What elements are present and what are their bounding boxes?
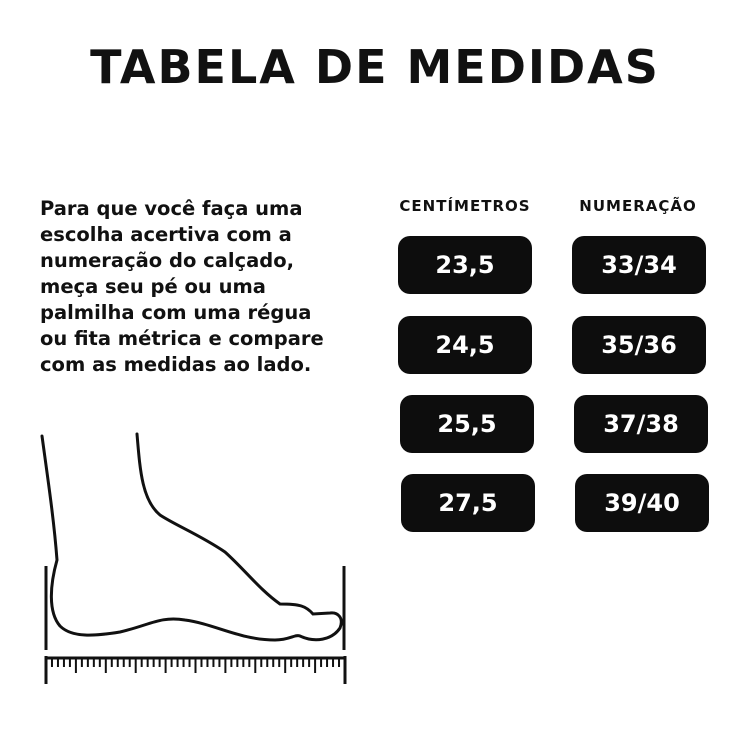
cm-cell: 24,5 [398,316,532,374]
cm-cell: 27,5 [401,474,535,532]
instructions-line: meça seu pé ou uma [40,275,266,298]
instructions-line: com as medidas ao lado. [40,353,312,376]
instructions-text: Para que você faça uma escolha acertiva … [40,196,370,378]
ruler-icon [44,656,347,684]
instructions-line: palmilha com uma régua [40,301,312,324]
size-cell: 35/36 [572,316,706,374]
size-cell: 37/38 [574,395,708,453]
size-cell: 33/34 [572,236,706,294]
instructions-line: numeração do calçado, [40,249,295,272]
foot-outline-icon [40,432,343,642]
instructions-line: Para que você faça uma [40,197,303,220]
cm-cell: 25,5 [400,395,534,453]
header-centimetros: CENTÍMETROS [399,197,531,215]
size-cell: 39/40 [575,474,709,532]
instructions-line: ou fita métrica e compare [40,327,324,350]
instructions-line: escolha acertiva com a [40,223,292,246]
cm-cell: 23,5 [398,236,532,294]
page-title: TABELA DE MEDIDAS [90,40,660,94]
header-numeracao: NUMERAÇÃO [579,197,697,215]
